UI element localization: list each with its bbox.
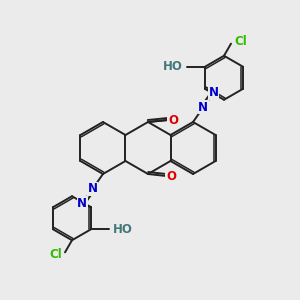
Text: N: N xyxy=(209,86,219,99)
Text: HO: HO xyxy=(113,223,133,236)
Text: N: N xyxy=(198,101,208,114)
Text: O: O xyxy=(168,113,178,127)
Text: Cl: Cl xyxy=(234,35,247,48)
Text: N: N xyxy=(77,197,87,210)
Text: Cl: Cl xyxy=(49,248,62,261)
Text: N: N xyxy=(88,182,98,195)
Text: O: O xyxy=(166,169,176,182)
Text: HO: HO xyxy=(163,60,183,73)
